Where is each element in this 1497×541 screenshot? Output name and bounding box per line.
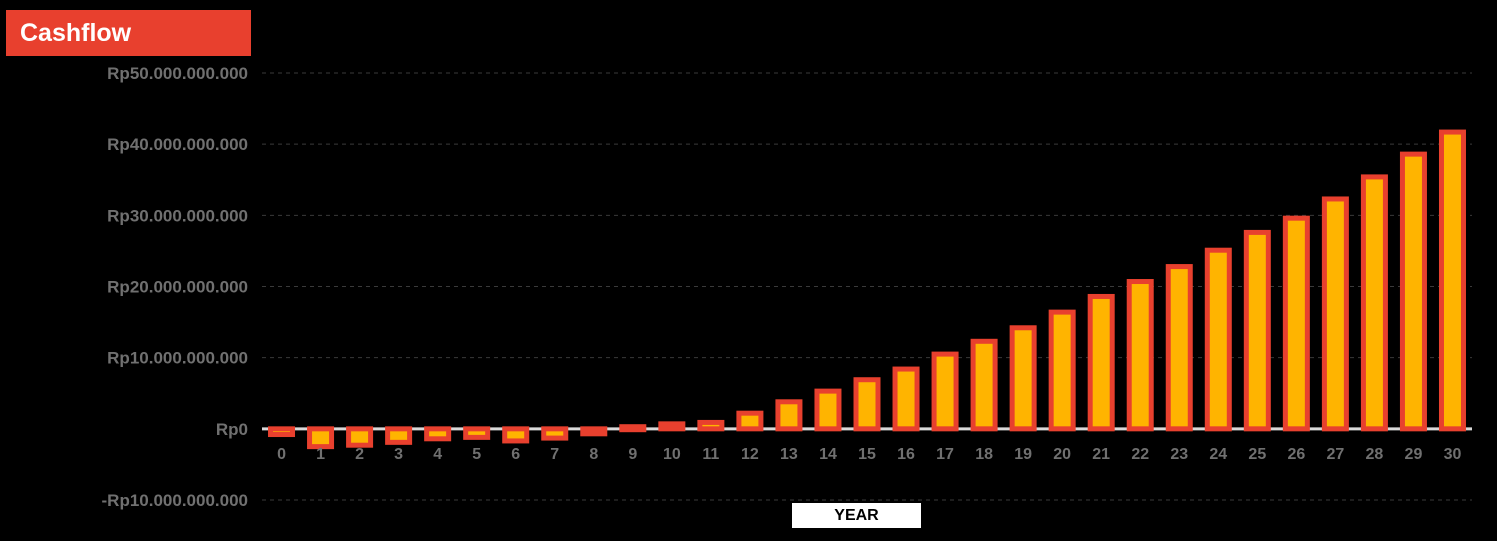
x-tick-label: 14: [819, 446, 837, 463]
bar: [1438, 129, 1466, 432]
bar: [1360, 174, 1388, 432]
bar: [1399, 151, 1427, 432]
x-tick-label: 13: [780, 446, 798, 463]
bar: [1282, 215, 1310, 432]
x-tick-label: 7: [550, 446, 559, 463]
bar: [1321, 196, 1349, 432]
bar: [1048, 309, 1076, 432]
x-tick-label: 30: [1444, 446, 1462, 463]
x-tick-label: 11: [702, 446, 719, 463]
x-tick-label: 1: [316, 446, 325, 463]
bar: [424, 426, 452, 442]
bar: [1009, 325, 1037, 432]
x-tick-label: 10: [663, 446, 681, 463]
x-tick-label: 9: [628, 446, 637, 463]
x-tick-label: 15: [858, 446, 876, 463]
x-tick-label: 22: [1131, 446, 1149, 463]
bar: [1126, 279, 1154, 432]
x-tick-label: 20: [1053, 446, 1071, 463]
y-axis-tick-labels: Rp50.000.000.000 Rp40.000.000.000 Rp30.000…: [102, 64, 249, 510]
bar: [658, 421, 686, 432]
bar: [1087, 293, 1115, 432]
x-tick-label: 16: [897, 446, 915, 463]
bar: [1243, 229, 1271, 432]
x-tick-label: 0: [277, 446, 286, 463]
bar: [268, 426, 296, 438]
bar: [1204, 247, 1232, 432]
x-tick-label: 29: [1405, 446, 1423, 463]
x-tick-label: 23: [1170, 446, 1188, 463]
bar: [814, 388, 842, 432]
y-tick-label: -Rp10.000.000.000: [102, 491, 249, 510]
x-tick-label: 17: [936, 446, 954, 463]
bar: [463, 426, 491, 440]
bar: [502, 426, 530, 444]
x-tick-label: 28: [1366, 446, 1384, 463]
bar: [619, 424, 647, 433]
y-tick-label: Rp20.000.000.000: [107, 278, 248, 297]
bar: [931, 351, 959, 432]
x-axis-tick-labels: 0 1 2 3 4 5 6 7 8 9 10 11 12 13 14 15 16 17 18 19 20 21 22 23 24…: [277, 446, 1461, 463]
x-tick-label: 2: [355, 446, 364, 463]
x-tick-label: 6: [511, 446, 520, 463]
x-tick-label: 18: [975, 446, 993, 463]
bar: [385, 426, 413, 445]
bar: [775, 399, 803, 432]
y-tick-label: Rp10.000.000.000: [107, 349, 248, 368]
x-tick-label: 4: [433, 446, 442, 463]
x-tick-label: 8: [589, 446, 598, 463]
x-tick-label: 27: [1326, 446, 1344, 463]
x-tick-label: 12: [741, 446, 759, 463]
bar: [346, 426, 374, 448]
y-tick-label: Rp30.000.000.000: [107, 206, 248, 225]
bar: [541, 426, 569, 441]
bar: [580, 426, 608, 437]
bars: [268, 129, 1466, 450]
y-tick-label: Rp0: [216, 420, 248, 439]
x-axis-title: YEAR: [792, 503, 921, 528]
bar: [892, 366, 920, 432]
x-tick-label: 21: [1092, 446, 1110, 463]
x-tick-label: 3: [394, 446, 403, 463]
y-tick-label: Rp40.000.000.000: [107, 135, 248, 154]
x-tick-label: 26: [1287, 446, 1305, 463]
bar: [1165, 264, 1193, 432]
bar: [736, 410, 764, 432]
bar: [697, 419, 725, 432]
chart-title: Cashflow: [6, 10, 251, 56]
x-tick-label: 24: [1209, 446, 1227, 463]
x-tick-label: 25: [1248, 446, 1266, 463]
bar: [853, 377, 881, 432]
x-tick-label: 5: [472, 446, 481, 463]
bar: [970, 338, 998, 432]
y-tick-label: Rp50.000.000.000: [107, 64, 248, 83]
x-tick-label: 19: [1014, 446, 1032, 463]
bar: [307, 426, 335, 450]
